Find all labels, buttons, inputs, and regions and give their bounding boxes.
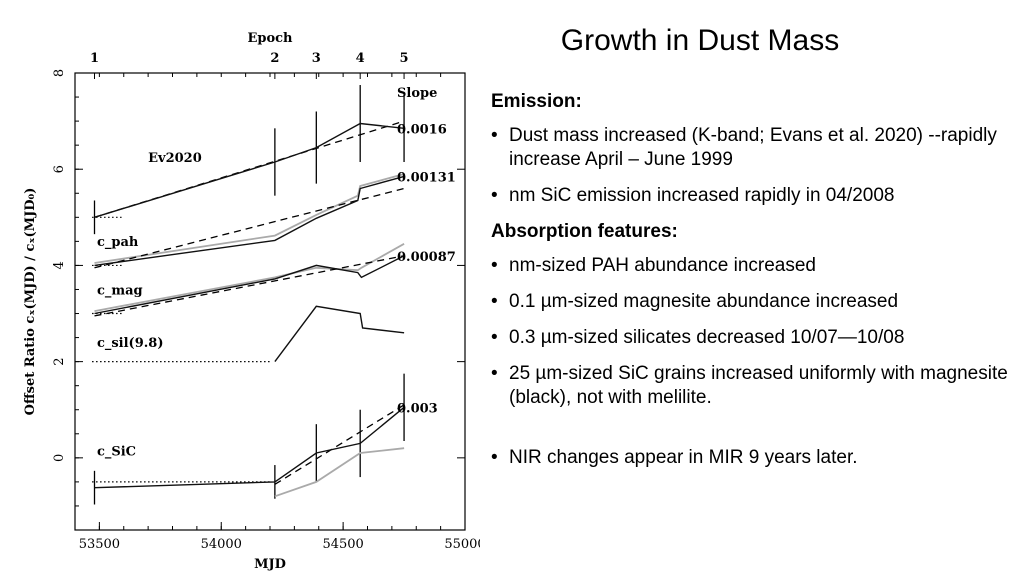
series-line-gray	[94, 243, 405, 312]
series-line-black	[94, 122, 405, 218]
final-list: • NIR changes appear in MIR 9 years later…	[491, 446, 1011, 470]
series-label: c_pah	[97, 235, 139, 250]
y-tick-label: 0	[52, 454, 67, 462]
bullet-icon: •	[491, 125, 498, 146]
x-axis-label: MJD	[254, 557, 286, 572]
slide-title: Growth in Dust Mass	[560, 24, 840, 57]
epoch-label: 3	[312, 51, 321, 66]
bullet-icon: •	[491, 291, 498, 312]
list-item: • nm SiC emission increased rapidly in 04…	[491, 184, 1011, 208]
series-label: c_SiC	[97, 444, 136, 459]
list-item: • 25 µm-sized SiC grains increased unifor…	[491, 362, 1011, 410]
fit-line-dashed	[94, 187, 405, 269]
epoch-label: 4	[356, 51, 365, 66]
epoch-label: 1	[90, 51, 99, 66]
y-tick-label: 4	[52, 261, 67, 269]
x-tick-label: 53500	[79, 537, 120, 552]
x-tick-label: 54500	[322, 537, 363, 552]
bullet-icon: •	[491, 447, 498, 468]
bullet-text: NIR changes appear in MIR 9 years later.	[509, 447, 858, 468]
list-item: • 0.3 µm-sized silicates decreased 10/07—…	[491, 326, 1011, 350]
bullet-text: 0.1 µm-sized magnesite abundance increas…	[509, 291, 899, 312]
bullet-icon: •	[491, 185, 498, 206]
bullet-text: Dust mass increased (K-band; Evans et al…	[509, 125, 997, 170]
list-item: • nm-sized PAH abundance increased	[491, 254, 1011, 278]
epoch-label: 5	[400, 51, 409, 66]
fit-line-dashed	[274, 404, 405, 485]
plot-frame	[74, 72, 466, 531]
list-item: • 0.1 µm-sized magnesite abundance increa…	[491, 290, 1011, 314]
series-line-black	[94, 406, 405, 489]
slope-header: Slope	[397, 86, 437, 101]
list-item: • NIR changes appear in MIR 9 years later…	[491, 446, 1011, 470]
bullet-text: 0.3 µm-sized silicates decreased 10/07—1…	[509, 327, 905, 348]
bullet-text: 25 µm-sized SiC grains increased uniform…	[509, 363, 1008, 408]
section-heading-emission: Emission:	[491, 91, 582, 112]
fit-line-dashed	[94, 255, 405, 317]
series-line-black	[94, 255, 405, 315]
slope-value: 0.0016	[397, 122, 447, 137]
y-tick-label: 2	[52, 357, 67, 365]
emission-list: • Dust mass increased (K-band; Evans et a…	[491, 124, 1011, 208]
bullet-text: nm SiC emission increased rapidly in 04/…	[509, 185, 895, 206]
y-tick-label: 6	[52, 165, 67, 173]
list-item: • Dust mass increased (K-band; Evans et a…	[491, 124, 1011, 172]
absorption-list: • nm-sized PAH abundance increased • 0.1 µ…	[491, 254, 1011, 410]
slide-content: Emission: • Dust mass increased (K-band; …	[491, 90, 1011, 482]
series-line-black	[274, 305, 405, 363]
series-line-gray	[94, 173, 405, 264]
epoch-axis-label: Epoch	[247, 31, 293, 46]
series-line-gray	[274, 447, 405, 498]
series-label: c_sil(9.8)	[97, 336, 164, 351]
epoch-label: 2	[270, 51, 279, 66]
series-label: Ev2020	[148, 151, 202, 166]
slope-value: 0.00087	[397, 250, 456, 265]
slope-value: 0.00131	[397, 170, 456, 185]
y-axis-label: Offset Ratio cₓ(MJD) / cₓ(MJD₀)	[23, 188, 38, 416]
series-label: c_mag	[97, 283, 143, 298]
bullet-icon: •	[491, 327, 498, 348]
y-tick-label: 8	[52, 69, 67, 77]
section-heading-absorption: Absorption features:	[491, 221, 678, 242]
series-line-black	[94, 175, 405, 267]
x-tick-label: 54000	[201, 537, 242, 552]
bullet-text: nm-sized PAH abundance increased	[509, 255, 816, 276]
bullet-icon: •	[491, 363, 498, 384]
bullet-icon: •	[491, 255, 498, 276]
slope-value: 0.003	[397, 401, 438, 416]
